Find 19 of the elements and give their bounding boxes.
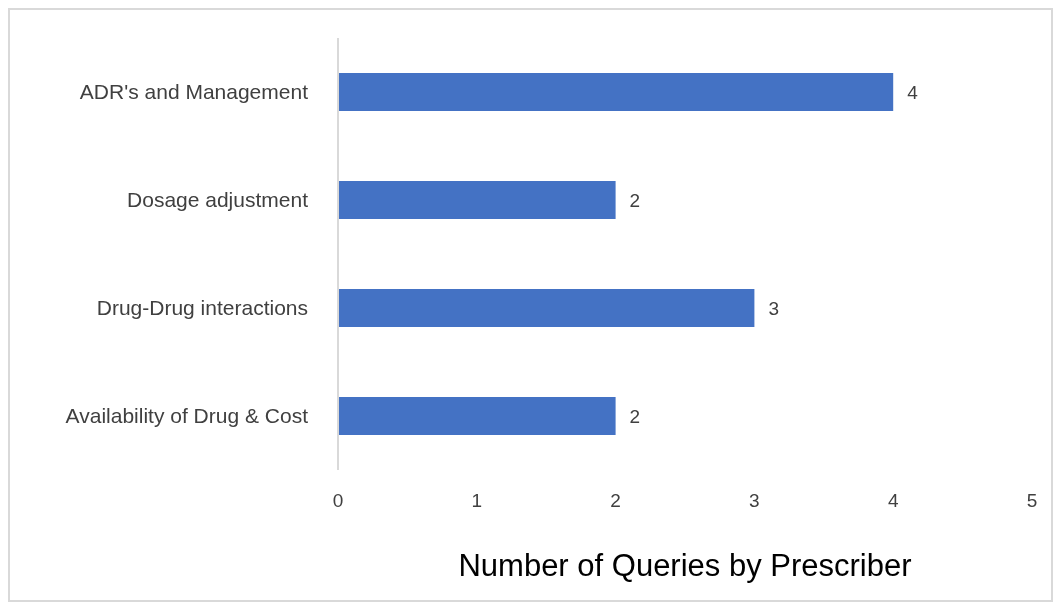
- data-label: 2: [629, 189, 641, 211]
- y-tick-label: Drug-Drug interactions: [96, 296, 308, 320]
- x-tick-label: 1: [471, 490, 483, 512]
- bar: [338, 73, 894, 111]
- x-tick-label: 0: [332, 490, 344, 512]
- bar: [338, 289, 755, 327]
- x-tick-label: 3: [749, 490, 760, 512]
- x-tick-label: 4: [887, 490, 899, 512]
- x-axis-title: Number of Queries by Prescriber: [458, 548, 912, 583]
- bar: [338, 397, 616, 435]
- bar: [338, 181, 616, 219]
- y-tick-label: ADR's and Management: [79, 80, 309, 104]
- data-label: 2: [629, 405, 641, 427]
- data-label: 3: [768, 297, 779, 319]
- x-tick-label: 5: [1026, 490, 1038, 512]
- y-tick-label: Dosage adjustment: [127, 188, 309, 212]
- y-tick-label: Availability of Drug & Cost: [65, 404, 309, 428]
- data-label: 4: [907, 81, 919, 103]
- x-tick-label: 2: [610, 490, 621, 512]
